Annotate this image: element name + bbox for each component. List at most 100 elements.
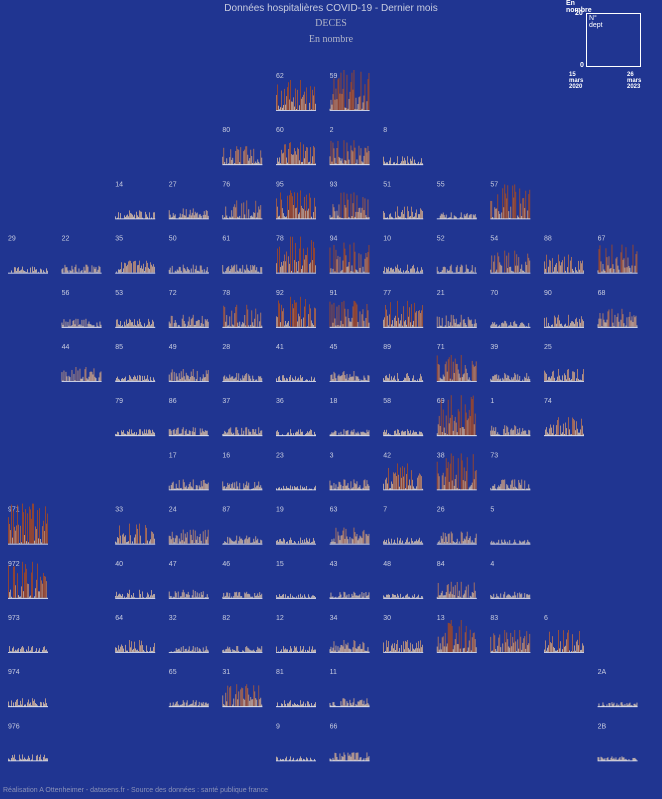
bar [411, 434, 412, 436]
bar [404, 649, 405, 652]
bar [72, 320, 74, 327]
bar [329, 215, 331, 219]
bar [260, 205, 262, 219]
bar [471, 482, 473, 490]
bar [524, 272, 526, 273]
bar [517, 374, 519, 381]
bar [466, 372, 468, 381]
bar [528, 595, 530, 598]
bar [329, 649, 331, 652]
bar [329, 108, 331, 110]
bar [524, 325, 526, 327]
bar [573, 322, 574, 327]
bar [293, 542, 294, 544]
bar [339, 753, 341, 761]
bar [409, 307, 410, 327]
bar [27, 651, 28, 652]
bar [304, 259, 305, 273]
bar [408, 647, 409, 652]
bar [278, 487, 279, 490]
bar [330, 705, 332, 707]
bar [285, 703, 286, 707]
bar [401, 271, 402, 273]
bar [459, 596, 461, 598]
bar [404, 206, 405, 219]
bar [515, 426, 517, 436]
bar [362, 431, 364, 436]
bar [398, 651, 399, 652]
bar [340, 72, 342, 110]
bar [568, 254, 569, 273]
bar [395, 266, 396, 273]
bar [511, 597, 513, 598]
bar [421, 209, 422, 219]
bar [498, 211, 500, 219]
bar [365, 592, 367, 598]
bar [468, 538, 470, 544]
dept-label: 77 [383, 290, 391, 297]
bar [365, 148, 367, 165]
bar [8, 701, 9, 707]
bar [566, 428, 567, 436]
bar [392, 320, 393, 327]
bar [185, 593, 187, 598]
bar [503, 542, 505, 544]
bar [364, 258, 366, 273]
bar [309, 704, 310, 707]
bar [496, 269, 498, 273]
bar [306, 87, 307, 110]
bar [450, 531, 452, 544]
bar [286, 157, 287, 165]
bar [522, 488, 524, 490]
bar [363, 593, 365, 598]
bar [42, 649, 43, 652]
bar [599, 313, 601, 327]
bar [565, 422, 566, 436]
bar [259, 648, 261, 652]
bar [394, 317, 395, 327]
bar [336, 259, 338, 273]
bar [350, 597, 352, 598]
dept-tile-24: 24 [168, 507, 209, 545]
bar [314, 147, 315, 165]
bar [444, 476, 446, 490]
bar [295, 376, 296, 381]
bar [280, 651, 281, 652]
bar [129, 523, 130, 544]
bar [283, 104, 284, 110]
bar [410, 268, 411, 273]
bar [469, 536, 471, 544]
bar [143, 649, 144, 652]
bar [137, 649, 138, 652]
bar [474, 319, 476, 327]
bar [598, 249, 600, 273]
bar [224, 430, 226, 436]
bar [148, 594, 149, 598]
bar [194, 427, 196, 436]
bar [458, 541, 460, 544]
bar [304, 759, 305, 761]
dept-label: 56 [62, 290, 70, 297]
bar [551, 643, 552, 652]
bar [258, 206, 260, 219]
bar [79, 324, 81, 327]
bar [334, 99, 336, 110]
bar [338, 481, 340, 490]
bar [405, 378, 406, 381]
bar [296, 261, 297, 273]
bar [294, 192, 295, 219]
bar [490, 430, 492, 436]
bar [248, 593, 250, 598]
bar [388, 378, 389, 381]
bar [559, 648, 560, 652]
bar [138, 380, 139, 381]
bar [557, 649, 558, 652]
bar [255, 536, 257, 544]
bar [365, 215, 367, 219]
bar [362, 641, 364, 652]
bar [351, 593, 353, 598]
bar [234, 204, 236, 219]
bar [368, 375, 370, 381]
dept-tile-971: 971 [8, 503, 48, 545]
dept-label: 41 [276, 344, 284, 351]
